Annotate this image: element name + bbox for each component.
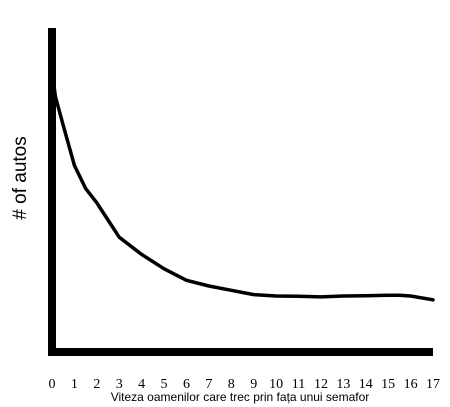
- x-tick-label: 7: [205, 377, 212, 392]
- x-tick-label: 17: [426, 377, 440, 392]
- x-tick-label: 4: [138, 377, 145, 392]
- x-tick-label: 8: [228, 377, 235, 392]
- x-tick-label: 3: [116, 377, 123, 392]
- x-tick-label: 10: [269, 377, 283, 392]
- x-tick-label: 12: [314, 377, 328, 392]
- x-tick-label: 14: [359, 377, 373, 392]
- x-tick-labels: 0 1 2 3 4 5 6 7 8 9 10 11 12 13 14 15 16 17: [49, 377, 441, 392]
- x-tick-label: 6: [183, 377, 190, 392]
- x-tick-label: 13: [336, 377, 350, 392]
- x-tick-label: 1: [71, 377, 78, 392]
- x-tick-label: 0: [49, 377, 56, 392]
- series-line-0: [50, 68, 435, 302]
- plot-area: [48, 28, 435, 356]
- x-tick-label: 11: [292, 377, 305, 392]
- x-tick-label: 15: [381, 377, 395, 392]
- x-tick-label: 16: [404, 377, 418, 392]
- x-tick-label: 9: [250, 377, 257, 392]
- y-axis-label: # of autos: [10, 136, 31, 219]
- x-tick-label: 5: [161, 377, 168, 392]
- x-tick-label: 2: [93, 377, 100, 392]
- x-axis-label: Viteza oamenilor care trec prin fața unu…: [111, 390, 370, 404]
